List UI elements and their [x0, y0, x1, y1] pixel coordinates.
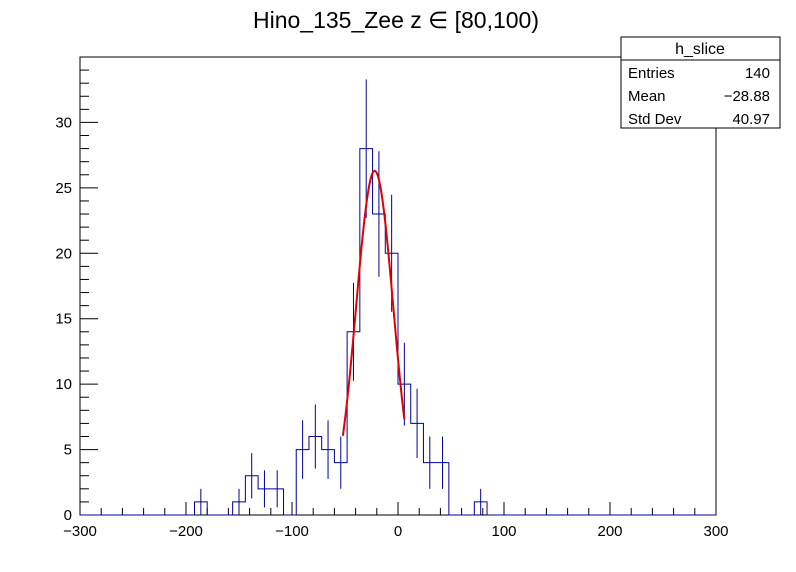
x-tick-label: −300 [63, 523, 97, 540]
stats-box-title: h_slice [675, 41, 725, 58]
y-tick-label: 5 [64, 442, 72, 459]
x-axis: −300 −200 −100 0 100 200 300 [63, 502, 729, 540]
stats-box: h_slice Entries 140 Mean −28.88 Std Dev … [620, 36, 781, 129]
y-tick-label: 30 [55, 114, 72, 131]
y-tick-label: 15 [55, 311, 72, 328]
y-tick-label: 20 [55, 245, 72, 262]
x-tick-label: −200 [169, 523, 203, 540]
histogram-outline [80, 148, 716, 516]
stats-stddev-label: Std Dev [628, 111, 682, 128]
histogram-series [80, 148, 716, 516]
x-tick-label: −100 [275, 523, 309, 540]
x-tick-label: 300 [703, 523, 728, 540]
stats-entries-value: 140 [745, 65, 770, 82]
stats-mean-label: Mean [628, 88, 666, 105]
error-bars [200, 79, 482, 515]
stats-box-frame [620, 36, 781, 129]
y-tick-label: 25 [55, 180, 72, 197]
stats-mean-value: −28.88 [724, 88, 770, 105]
gaussian-fit-curve [341, 169, 406, 436]
y-axis: 0 5 10 15 20 25 30 [55, 69, 98, 524]
stats-stddev-value: 40.97 [732, 111, 770, 128]
y-tick-label: 0 [64, 507, 72, 524]
x-tick-label: 200 [597, 523, 622, 540]
y-tick-label: 10 [55, 376, 72, 393]
x-tick-label: 100 [491, 523, 516, 540]
stats-entries-label: Entries [628, 65, 675, 82]
chart-title: Hino_135_Zee z ∈ [80,100) [253, 7, 539, 33]
x-tick-label: 0 [394, 523, 402, 540]
